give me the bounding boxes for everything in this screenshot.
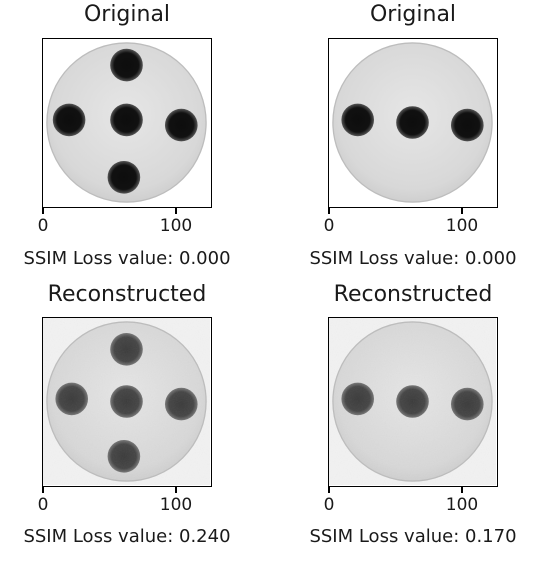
image-frame [328,317,498,487]
phantom-blob [164,108,198,142]
reconstruction-noise [329,318,496,485]
reconstruction-noise [43,318,210,485]
x-tick-label-0: 0 [37,495,49,515]
x-tick-100 [175,487,177,493]
x-tick-0 [42,487,44,493]
phantom-disk-rim [332,42,493,203]
x-tick-label-0: 0 [37,216,49,236]
ssim-loss-label: SSIM Loss value: 0.000 [309,248,517,269]
x-tick-label-100: 100 [159,216,193,236]
image-plot [43,39,210,206]
phantom-disk-rim [46,42,207,203]
x-tick-100 [461,487,463,493]
image-plot [329,318,496,485]
phantom-blob [52,103,86,137]
x-tick-label-0: 0 [323,216,335,236]
phantom-blob [450,108,484,142]
image-frame [328,38,498,208]
ssim-loss-label: SSIM Loss value: 0.170 [309,526,517,547]
phantom-blob [107,160,141,194]
x-tick-0 [328,208,330,214]
phantom-blob [341,103,375,137]
image-plot [329,39,496,206]
image-frame [42,38,212,208]
phantom-blob [396,106,429,139]
x-tick-100 [461,208,463,214]
x-tick-label-100: 100 [445,216,479,236]
image-plot [43,318,210,485]
panel-title: Reconstructed [47,282,207,307]
x-tick-0 [42,208,44,214]
x-tick-label-100: 100 [445,495,479,515]
phantom-blob [110,48,143,82]
x-tick-0 [328,487,330,493]
x-tick-label-0: 0 [323,495,335,515]
panel-title: Original [369,2,457,27]
phantom-blob [110,103,143,137]
ssim-loss-label: SSIM Loss value: 0.000 [23,248,231,269]
ssim-loss-label: SSIM Loss value: 0.240 [23,526,231,547]
panel-title: Original [83,2,171,27]
x-tick-100 [175,208,177,214]
panel-title: Reconstructed [333,282,493,307]
image-frame [42,317,212,487]
x-tick-label-100: 100 [159,495,193,515]
